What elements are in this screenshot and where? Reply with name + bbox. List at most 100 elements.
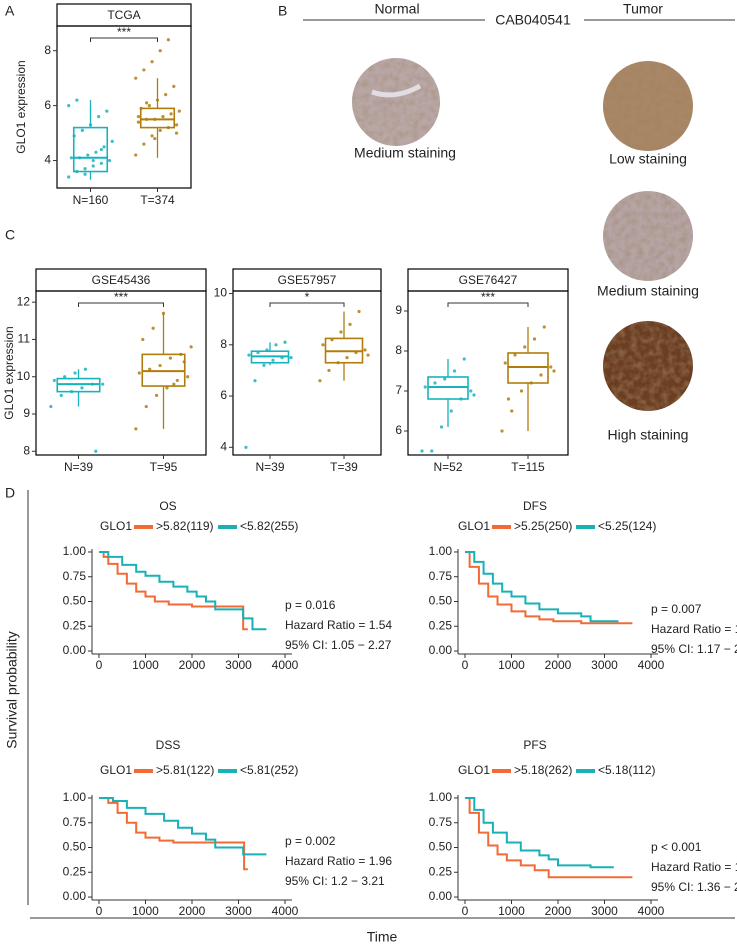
x-tick-label: 2000: [545, 658, 572, 672]
data-point: [549, 365, 553, 369]
data-point: [175, 378, 179, 383]
data-point: [366, 353, 370, 357]
x-tick-label: T=115: [511, 460, 545, 474]
data-point: [144, 404, 148, 409]
data-point: [165, 386, 169, 390]
data-point: [172, 382, 176, 386]
ihc-caption: High staining: [608, 427, 689, 443]
data-point: [345, 356, 349, 360]
survival-curve: [98, 796, 267, 856]
y-tick-label: 1.00: [63, 544, 87, 558]
data-point: [80, 386, 84, 390]
chart-title: OS: [159, 499, 176, 513]
significance: ***: [481, 290, 495, 304]
data-point: [86, 153, 90, 157]
significance: ***: [114, 290, 128, 304]
survival-curve: [464, 550, 633, 625]
x-tick-label: 0: [96, 904, 103, 918]
data-point: [105, 109, 109, 113]
x-tick-label: 1000: [132, 904, 159, 918]
plot-frame: [232, 290, 382, 456]
data-point: [433, 381, 437, 385]
ihc-antibody: CAB040541: [495, 12, 571, 28]
y-tick-label: 0.00: [429, 643, 453, 657]
data-point: [271, 358, 275, 362]
x-tick-label: N=39: [64, 460, 93, 474]
y-tick-label: 0.00: [63, 643, 87, 657]
box: [72, 126, 109, 173]
survival-ylabel: Survival probability: [4, 631, 20, 749]
y-tick-label: 8: [44, 43, 51, 57]
x-tick-label: 4000: [272, 658, 299, 672]
data-point: [177, 109, 181, 113]
data-point: [99, 161, 103, 165]
data-point: [147, 104, 151, 108]
legend-title: GLO1: [458, 763, 490, 777]
data-point: [134, 427, 138, 431]
chart-title: GSE76427: [459, 273, 518, 287]
y-tick-label: 10: [17, 369, 31, 383]
data-point: [137, 371, 141, 375]
data-point: [110, 139, 114, 143]
legend-label: >5.81(122): [156, 763, 214, 777]
x-tick-label: 3000: [591, 904, 618, 918]
data-point: [150, 134, 154, 138]
data-point: [443, 377, 447, 381]
data-point: [150, 60, 154, 64]
x-tick-label: 0: [462, 904, 469, 918]
x-tick-label: 4000: [638, 658, 665, 672]
y-tick-label: 10: [214, 286, 228, 300]
annotation: 95% CI: 1.36 − 2.5: [651, 880, 737, 894]
data-point: [462, 357, 466, 361]
data-point: [172, 84, 176, 89]
survival-xlabel: Time: [367, 929, 398, 945]
data-point: [532, 337, 537, 341]
y-axis-label: GLO1 expression: [2, 326, 16, 419]
data-point: [164, 93, 168, 97]
data-point: [134, 153, 138, 157]
x-tick-label: 1000: [498, 658, 525, 672]
data-point: [169, 112, 173, 116]
significance: ***: [117, 25, 131, 39]
annotation: Hazard Ratio = 1.96: [285, 854, 392, 868]
data-point: [94, 449, 98, 453]
data-point: [357, 309, 361, 314]
data-point: [145, 101, 149, 105]
data-point: [158, 49, 162, 53]
data-point: [158, 363, 162, 368]
legend-label: >5.82(119): [156, 519, 214, 533]
y-tick-label: 7: [395, 383, 402, 397]
y-tick-label: 12: [17, 294, 31, 308]
y-tick-label: 0.75: [63, 815, 87, 829]
x-tick-label: 4000: [638, 904, 665, 918]
data-point: [136, 120, 141, 124]
y-tick-label: 0.25: [429, 618, 453, 632]
data-point: [63, 375, 67, 379]
data-point: [67, 104, 71, 108]
data-point: [420, 449, 424, 453]
data-point: [166, 38, 170, 42]
data-point: [542, 325, 546, 329]
data-point: [503, 361, 507, 365]
annotation: p = 0.016: [285, 598, 336, 612]
data-point: [151, 326, 155, 330]
legend-label: >5.18(262): [514, 763, 572, 777]
data-point: [452, 369, 457, 373]
legend-title: GLO1: [100, 763, 132, 777]
chart-title: GSE57957: [278, 273, 337, 287]
chart-title: TCGA: [107, 8, 140, 22]
annotation: 95% CI: 1.2 − 3.21: [285, 874, 385, 888]
x-tick-label: 4000: [272, 904, 299, 918]
data-point: [102, 145, 106, 149]
data-point: [75, 98, 79, 102]
y-axis-label: GLO1 expression: [14, 60, 28, 153]
data-point: [154, 393, 159, 397]
y-tick-label: 1.00: [63, 790, 87, 804]
data-point: [83, 367, 88, 371]
y-tick-label: 1.00: [429, 790, 453, 804]
data-point: [513, 353, 517, 357]
data-point: [289, 356, 293, 360]
x-tick-label: T=374: [140, 193, 175, 207]
